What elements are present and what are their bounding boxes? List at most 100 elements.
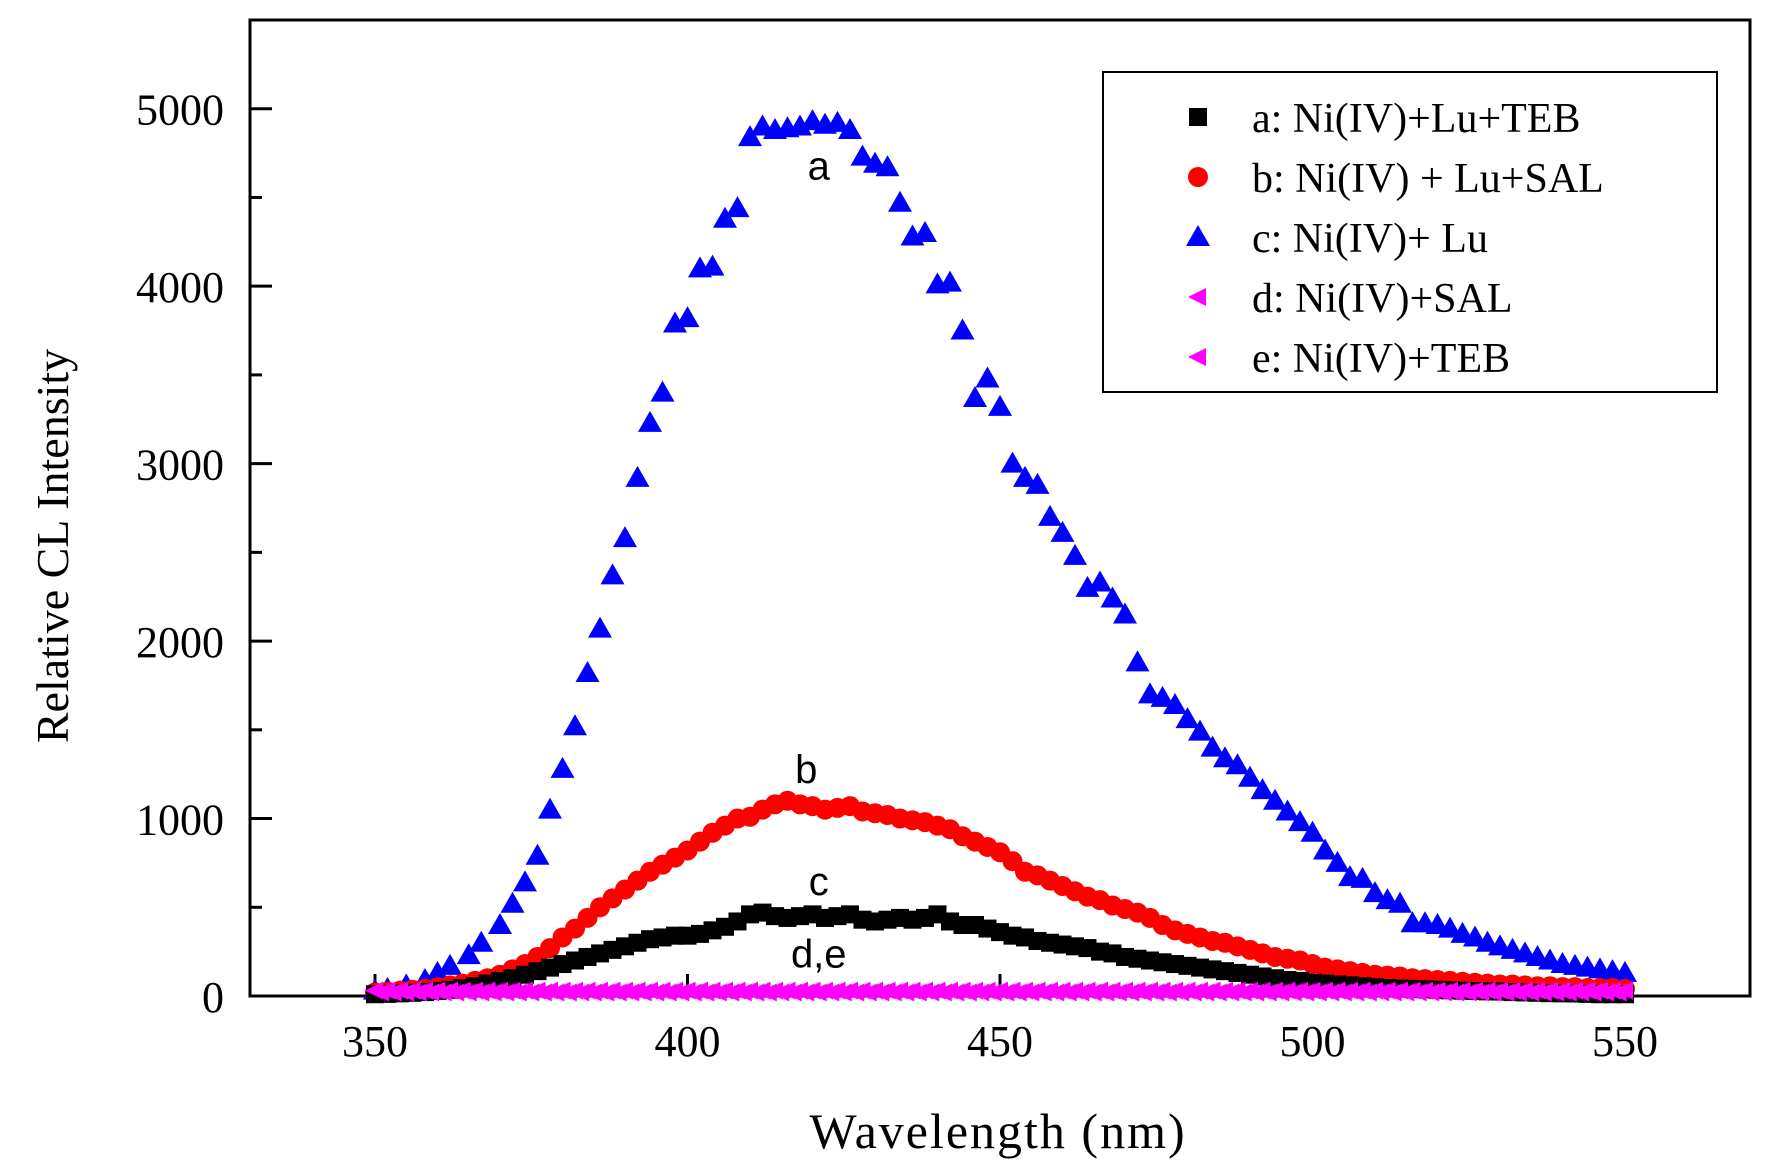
x-axis-label: Wavelength (nm) [809,1103,1186,1159]
axis-ticks: 0 1000 2000 3000 4000 5000 350 400 450 500 550 [136,86,1658,1066]
data-point [1313,838,1337,860]
data-point [1158,983,1177,1002]
y-tick-label: 2000 [136,618,224,667]
legend-label: c: Ni(IV)+ Lu [1252,216,1488,262]
data-point [1483,983,1502,1002]
data-point [1363,881,1387,903]
data-point [771,983,790,1002]
data-point [1396,983,1415,1002]
data-point [1471,983,1490,1002]
data-point [721,983,740,1002]
data-point [583,983,602,1002]
data-point [1046,983,1065,1002]
legend-label: d: Ni(IV)+SAL [1252,276,1513,322]
data-point [1063,543,1087,565]
data-point [1246,983,1265,1002]
data-point [725,196,750,218]
data-point [1200,735,1225,757]
data-point [1071,983,1090,1002]
series-4 [371,983,1627,1002]
data-point [796,983,815,1002]
data-point [1596,983,1615,1002]
data-point [1263,788,1287,810]
data-point [1350,866,1375,888]
data-point [383,983,402,1002]
legend-marker [1189,108,1207,126]
data-point [646,983,665,1002]
y-tick-label: 3000 [136,441,224,490]
data-point [1233,983,1252,1002]
data-point [888,190,912,212]
data-point [471,983,490,1002]
data-point [838,118,862,140]
x-tick-label: 550 [1592,1017,1658,1066]
data-point [496,983,515,1002]
data-point [575,661,600,683]
data-point [608,983,627,1002]
data-point [1058,983,1077,1002]
y-tick-label: 4000 [136,263,224,312]
data-point [996,983,1015,1002]
data-point [713,206,737,228]
data-point [513,870,537,892]
data-point [988,394,1012,416]
data-point [1196,983,1215,1002]
legend-marker [1188,288,1206,306]
data-point [469,930,494,952]
data-point [596,983,615,1002]
data-point [433,983,452,1002]
data-point [858,983,877,1002]
x-tick-label: 350 [342,1017,408,1066]
data-point [1150,685,1175,707]
data-point [1000,451,1025,473]
legend-label: e: Ni(IV)+TEB [1252,336,1510,382]
data-point [738,125,762,147]
legend-entry: e: Ni(IV)+TEB [1188,336,1510,382]
data-point [1296,983,1315,1002]
data-point [1250,778,1275,800]
data-point [983,983,1002,1002]
data-point [1183,983,1202,1002]
data-point [700,254,725,276]
x-tick-label: 450 [967,1017,1033,1066]
curve-annotation: c [809,860,829,904]
data-point [1521,983,1540,1002]
data-point [1258,983,1277,1002]
data-point [456,943,481,965]
data-point [913,220,937,242]
legend: a: Ni(IV)+Lu+TEB b: Ni(IV) + Lu+SAL c: Ni(… [1102,71,1718,393]
data-point [896,983,915,1002]
data-point [558,983,577,1002]
curve-annotation: d,e [791,933,847,977]
data-point [550,756,575,778]
data-point [633,983,652,1002]
x-tick-label: 400 [655,1017,721,1066]
data-point [1025,472,1050,494]
data-point [946,983,965,1002]
data-point [488,913,512,935]
data-point [1288,810,1312,832]
data-point [975,366,1000,388]
data-point [1458,983,1477,1002]
data-point [850,144,875,166]
data-point [1446,983,1465,1002]
data-point [1208,983,1227,1002]
data-point [1013,465,1037,487]
data-point [638,410,662,432]
legend-entry: d: Ni(IV)+SAL [1188,276,1513,322]
data-point [871,983,890,1002]
data-point [408,983,427,1002]
data-point [1163,692,1187,714]
data-point [1300,820,1325,842]
data-point [1608,983,1627,1002]
data-point [1121,983,1140,1002]
data-point [696,983,715,1002]
data-point [963,385,987,407]
data-point [533,983,552,1002]
data-point [458,983,477,1002]
data-point [825,110,850,132]
data-point [1388,891,1412,913]
series-0 [363,109,1637,1000]
data-point [1221,983,1240,1002]
data-point [846,983,865,1002]
